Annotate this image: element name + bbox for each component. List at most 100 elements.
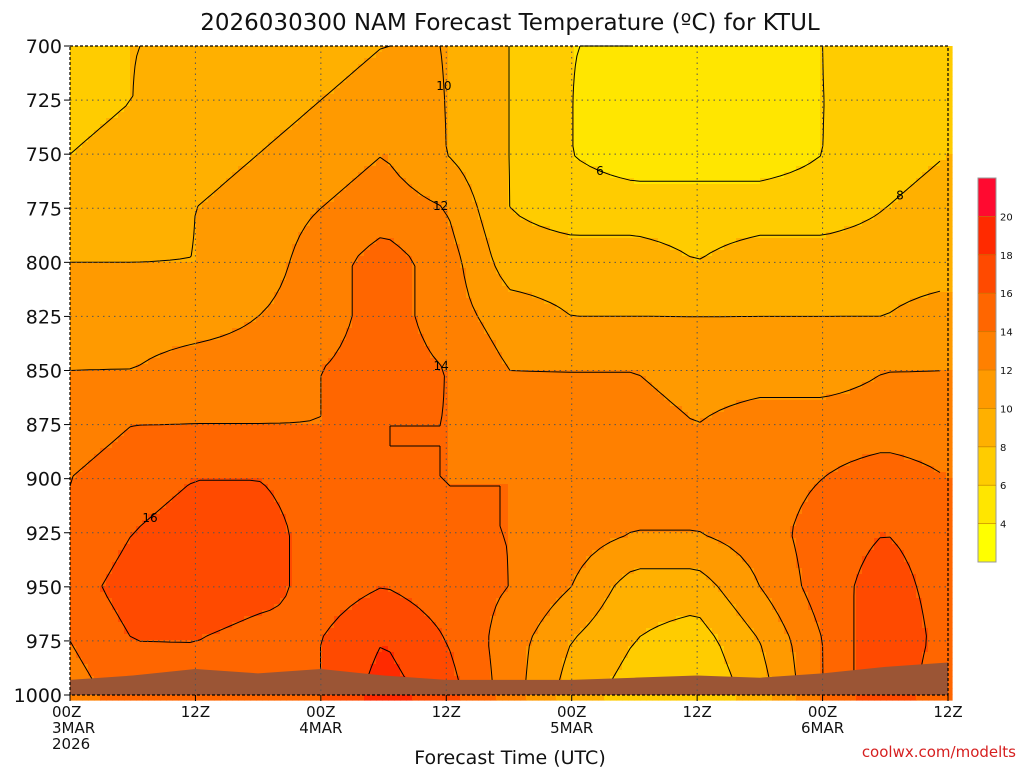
temperature-cell <box>856 202 863 209</box>
temperature-cell <box>340 178 347 185</box>
temperature-cell <box>358 172 365 179</box>
temperature-cell <box>844 106 851 113</box>
temperature-cell <box>256 58 263 65</box>
temperature-cell <box>700 148 707 155</box>
temperature-cell <box>754 64 761 71</box>
temperature-cell <box>136 214 143 221</box>
temperature-cell <box>940 196 947 203</box>
temperature-cell <box>616 160 623 167</box>
temperature-cell <box>724 46 731 53</box>
temperature-cell <box>550 52 557 59</box>
temperature-cell <box>538 184 545 191</box>
temperature-cell <box>616 118 623 125</box>
temperature-cell <box>238 214 245 221</box>
temperature-cell <box>790 94 797 101</box>
temperature-cell <box>562 154 569 161</box>
temperature-cell <box>916 100 923 107</box>
temperature-cell <box>400 202 407 209</box>
temperature-cell <box>718 136 725 143</box>
temperature-cell <box>244 130 251 137</box>
temperature-cell <box>268 82 275 89</box>
temperature-cell <box>274 58 281 65</box>
temperature-cell <box>274 142 281 149</box>
temperature-cell <box>460 148 467 155</box>
temperature-cell <box>280 232 287 239</box>
temperature-cell <box>256 124 263 131</box>
temperature-cell <box>856 64 863 71</box>
temperature-cell <box>754 232 761 239</box>
temperature-cell <box>310 190 317 197</box>
temperature-cell <box>334 178 341 185</box>
temperature-cell <box>676 46 683 53</box>
temperature-cell <box>622 244 629 251</box>
temperature-cell <box>364 184 371 191</box>
temperature-cell <box>400 226 407 233</box>
temperature-cell <box>772 100 779 107</box>
temperature-cell <box>916 112 923 119</box>
temperature-cell <box>106 220 113 227</box>
temperature-cell <box>118 124 125 131</box>
temperature-cell <box>412 178 419 185</box>
temperature-cell <box>310 70 317 77</box>
temperature-cell <box>640 220 647 227</box>
temperature-cell <box>868 148 875 155</box>
temperature-cell <box>124 76 131 83</box>
temperature-cell <box>622 184 629 191</box>
temperature-cell <box>100 220 107 227</box>
temperature-cell <box>430 196 437 203</box>
temperature-cell <box>742 172 749 179</box>
temperature-cell <box>814 52 821 59</box>
temperature-cell <box>934 130 941 137</box>
temperature-cell <box>922 196 929 203</box>
temperature-cell <box>436 214 443 221</box>
temperature-cell <box>658 76 665 83</box>
temperature-cell <box>268 46 275 53</box>
temperature-cell <box>244 196 251 203</box>
temperature-cell <box>532 112 539 119</box>
temperature-cell <box>196 190 203 197</box>
temperature-cell <box>526 118 533 125</box>
temperature-cell <box>520 214 527 221</box>
temperature-cell <box>442 232 449 239</box>
temperature-cell <box>112 100 119 107</box>
temperature-cell <box>154 238 161 245</box>
temperature-cell <box>496 70 503 77</box>
temperature-cell <box>730 64 737 71</box>
temperature-cell <box>526 70 533 77</box>
temperature-cell <box>538 214 545 221</box>
temperature-cell <box>838 226 845 233</box>
temperature-cell <box>850 202 857 209</box>
temperature-cell <box>196 160 203 167</box>
temperature-cell <box>130 166 137 173</box>
temperature-cell <box>148 190 155 197</box>
temperature-cell <box>532 208 539 215</box>
temperature-cell <box>292 232 299 239</box>
temperature-cell <box>280 190 287 197</box>
temperature-cell <box>580 172 587 179</box>
temperature-cell <box>160 124 167 131</box>
temperature-cell <box>352 142 359 149</box>
temperature-cell <box>178 46 185 53</box>
temperature-cell <box>880 184 887 191</box>
temperature-cell <box>232 214 239 221</box>
temperature-cell <box>652 208 659 215</box>
temperature-cell <box>790 184 797 191</box>
temperature-cell <box>436 148 443 155</box>
temperature-cell <box>202 184 209 191</box>
temperature-cell <box>784 178 791 185</box>
temperature-cell <box>496 172 503 179</box>
temperature-cell <box>304 208 311 215</box>
temperature-cell <box>508 226 515 233</box>
temperature-cell <box>814 106 821 113</box>
temperature-cell <box>250 244 257 251</box>
temperature-cell <box>562 214 569 221</box>
temperature-cell <box>334 172 341 179</box>
temperature-cell <box>340 64 347 71</box>
temperature-cell <box>706 82 713 89</box>
temperature-cell <box>70 130 77 137</box>
temperature-cell <box>382 184 389 191</box>
temperature-cell <box>154 70 161 77</box>
temperature-cell <box>700 160 707 167</box>
temperature-cell <box>892 124 899 131</box>
temperature-cell <box>232 100 239 107</box>
